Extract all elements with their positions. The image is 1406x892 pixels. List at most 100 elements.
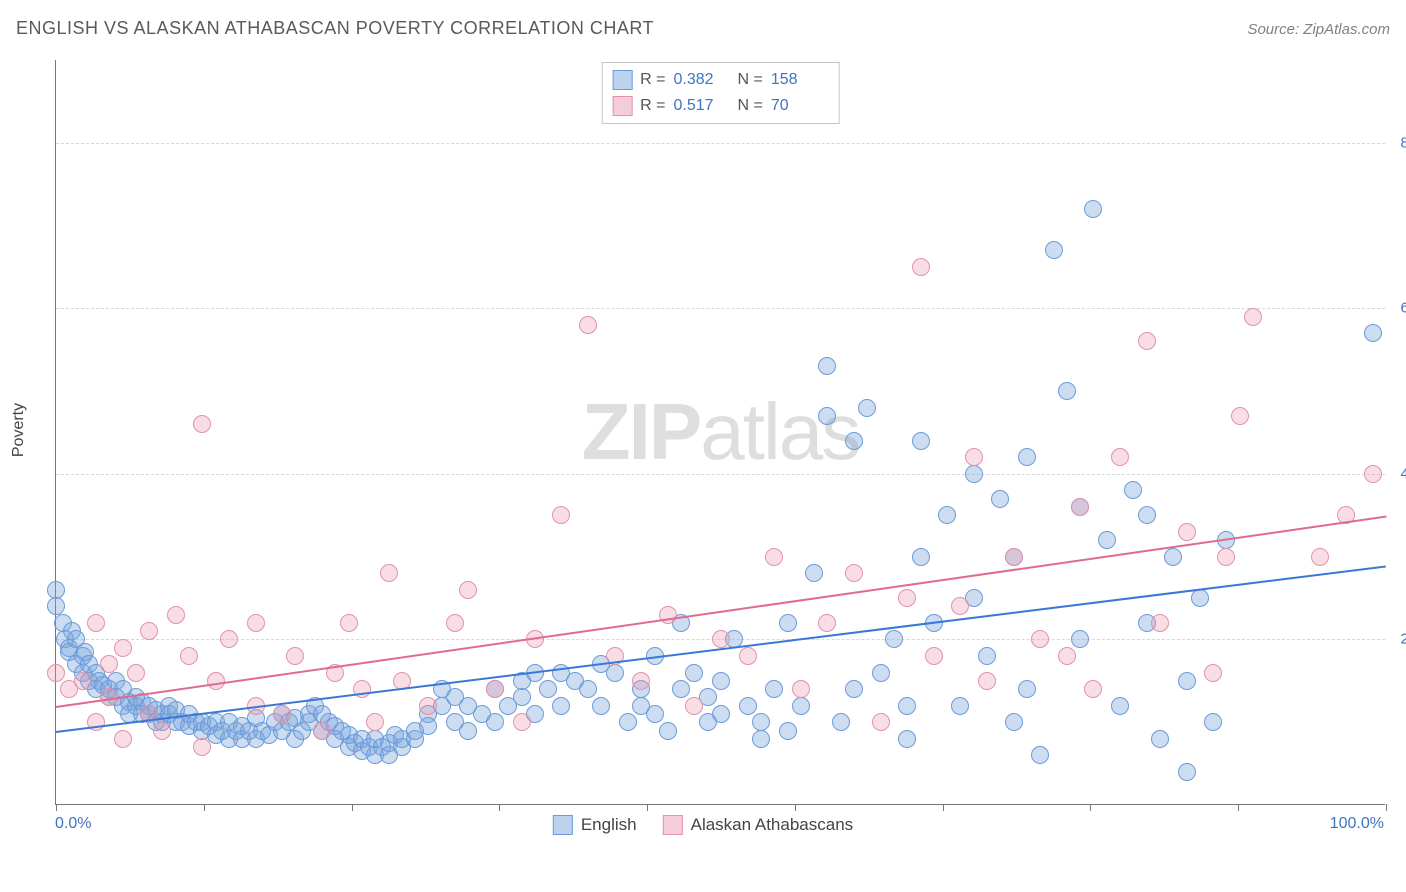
data-point bbox=[153, 722, 171, 740]
data-point bbox=[419, 697, 437, 715]
x-tick bbox=[56, 804, 57, 811]
data-point bbox=[552, 506, 570, 524]
r-label: R = bbox=[640, 67, 665, 93]
x-tick bbox=[943, 804, 944, 811]
legend-label: English bbox=[581, 815, 637, 835]
data-point bbox=[459, 722, 477, 740]
data-point bbox=[247, 614, 265, 632]
data-point bbox=[1058, 647, 1076, 665]
legend-item: English bbox=[553, 815, 637, 835]
data-point bbox=[845, 432, 863, 450]
data-point bbox=[792, 697, 810, 715]
x-tick bbox=[499, 804, 500, 811]
data-point bbox=[1217, 548, 1235, 566]
data-point bbox=[193, 738, 211, 756]
data-point bbox=[898, 730, 916, 748]
data-point bbox=[1045, 241, 1063, 259]
legend-swatch bbox=[663, 815, 683, 835]
data-point bbox=[1151, 730, 1169, 748]
data-point bbox=[127, 664, 145, 682]
data-point bbox=[925, 647, 943, 665]
data-point bbox=[1178, 672, 1196, 690]
data-point bbox=[220, 630, 238, 648]
data-point bbox=[1191, 589, 1209, 607]
data-point bbox=[1164, 548, 1182, 566]
scatter-plot: ZIPatlas R =0.382N =158R =0.517N =70 20.… bbox=[55, 60, 1385, 805]
y-tick-label: 80.0% bbox=[1393, 134, 1406, 151]
data-point bbox=[1204, 713, 1222, 731]
data-point bbox=[951, 697, 969, 715]
data-point bbox=[832, 713, 850, 731]
data-point bbox=[685, 664, 703, 682]
data-point bbox=[779, 614, 797, 632]
y-axis-title: Poverty bbox=[10, 403, 28, 457]
data-point bbox=[739, 697, 757, 715]
x-axis-min-label: 0.0% bbox=[55, 815, 91, 833]
data-point bbox=[513, 713, 531, 731]
data-point bbox=[672, 680, 690, 698]
data-point bbox=[1311, 548, 1329, 566]
data-point bbox=[991, 490, 1009, 508]
legend-swatch bbox=[612, 70, 632, 90]
data-point bbox=[619, 713, 637, 731]
data-point bbox=[74, 672, 92, 690]
data-point bbox=[845, 564, 863, 582]
data-point bbox=[380, 564, 398, 582]
data-point bbox=[1018, 680, 1036, 698]
legend-swatch bbox=[612, 96, 632, 116]
x-tick bbox=[795, 804, 796, 811]
data-point bbox=[898, 589, 916, 607]
x-tick bbox=[1238, 804, 1239, 811]
data-point bbox=[1124, 481, 1142, 499]
data-point bbox=[1031, 630, 1049, 648]
data-point bbox=[47, 597, 65, 615]
data-point bbox=[579, 316, 597, 334]
y-tick-label: 40.0% bbox=[1393, 465, 1406, 482]
data-point bbox=[805, 564, 823, 582]
data-point bbox=[951, 597, 969, 615]
data-point bbox=[845, 680, 863, 698]
legend-stat-row: R =0.382N =158 bbox=[612, 67, 827, 93]
data-point bbox=[273, 705, 291, 723]
data-point bbox=[1071, 630, 1089, 648]
data-point bbox=[340, 614, 358, 632]
data-point bbox=[1084, 680, 1102, 698]
data-point bbox=[912, 258, 930, 276]
data-point bbox=[752, 713, 770, 731]
n-value: 70 bbox=[771, 93, 827, 119]
source-label: Source: ZipAtlas.com bbox=[1247, 21, 1390, 38]
data-point bbox=[140, 622, 158, 640]
n-value: 158 bbox=[771, 67, 827, 93]
data-point bbox=[1244, 308, 1262, 326]
data-point bbox=[858, 399, 876, 417]
data-point bbox=[818, 357, 836, 375]
data-point bbox=[486, 680, 504, 698]
data-point bbox=[712, 630, 730, 648]
data-point bbox=[114, 639, 132, 657]
legend-label: Alaskan Athabascans bbox=[691, 815, 854, 835]
data-point bbox=[513, 688, 531, 706]
data-point bbox=[885, 630, 903, 648]
data-point bbox=[1138, 332, 1156, 350]
data-point bbox=[1138, 506, 1156, 524]
data-point bbox=[965, 448, 983, 466]
data-point bbox=[1178, 763, 1196, 781]
data-point bbox=[712, 672, 730, 690]
data-point bbox=[1151, 614, 1169, 632]
data-point bbox=[539, 680, 557, 698]
legend-item: Alaskan Athabascans bbox=[663, 815, 854, 835]
data-point bbox=[1111, 697, 1129, 715]
data-point bbox=[100, 655, 118, 673]
data-point bbox=[87, 614, 105, 632]
data-point bbox=[1031, 746, 1049, 764]
legend-swatch bbox=[553, 815, 573, 835]
data-point bbox=[898, 697, 916, 715]
data-point bbox=[1058, 382, 1076, 400]
data-point bbox=[1071, 498, 1089, 516]
data-point bbox=[912, 432, 930, 450]
y-tick-label: 20.0% bbox=[1393, 631, 1406, 648]
r-value: 0.382 bbox=[674, 67, 730, 93]
data-point bbox=[632, 672, 650, 690]
x-tick bbox=[352, 804, 353, 811]
data-point bbox=[965, 465, 983, 483]
